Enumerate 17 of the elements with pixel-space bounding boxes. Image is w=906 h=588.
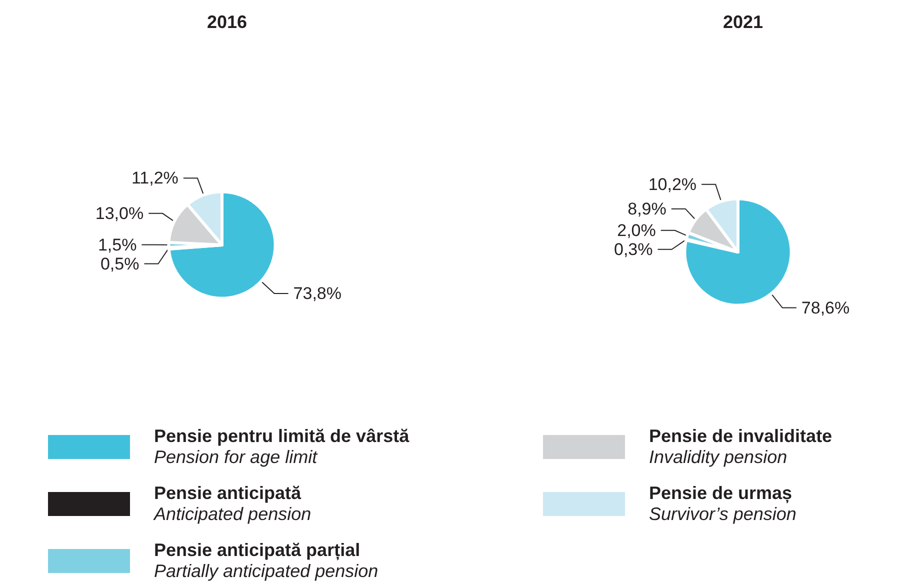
data-label: 8,9% bbox=[628, 199, 666, 218]
data-label: 0,5% bbox=[100, 254, 140, 274]
data-label: 0,3% bbox=[614, 240, 653, 259]
slice-label: 2016 bbox=[206, 12, 248, 32]
data-label: 2,0% bbox=[617, 220, 656, 240]
data-label: 73,8% bbox=[293, 284, 342, 303]
data-label: 13,0% bbox=[95, 204, 144, 223]
data-label: 78,6% bbox=[801, 298, 850, 318]
data-label: 1,5% bbox=[98, 235, 137, 254]
legend-label: Pensie anticipată parțial Partially anticipated pension bbox=[154, 540, 378, 582]
legend-label: Pensie de invaliditate Invalidity pension bbox=[649, 426, 832, 468]
legend-label: Pensie pentru limită de vârstă Pension for age limit bbox=[154, 426, 410, 468]
legend-label: Pensie de urmaș Survivor’s pension bbox=[649, 482, 796, 524]
data-label: 10,2% bbox=[648, 174, 697, 194]
slice-label: 2021 bbox=[722, 12, 764, 32]
legend-label: Pensie anticipată Anticipated pension bbox=[154, 482, 312, 524]
data-label: 11,2% bbox=[131, 168, 178, 188]
